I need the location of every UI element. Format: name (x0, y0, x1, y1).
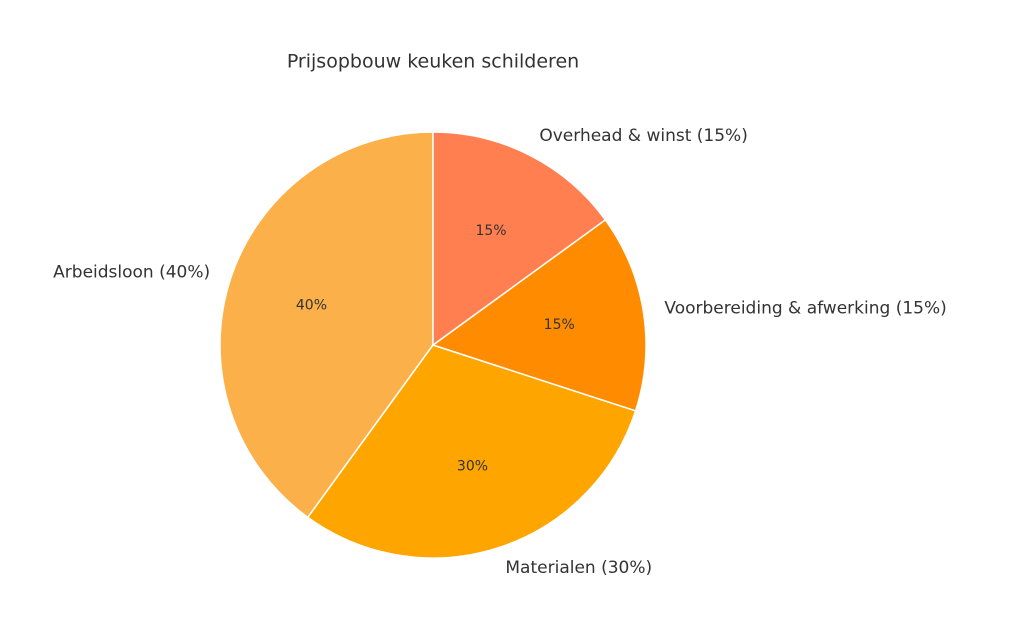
pie-slice (306, 344, 637, 559)
value-label: 40% (296, 298, 327, 314)
slice-label: Arbeidsloon (40%) (53, 263, 210, 283)
slice-label: Overhead & winst (15%) (539, 126, 747, 146)
value-label: 15% (475, 223, 506, 239)
chart-title: Prijsopbouw keuken schilderen (287, 51, 579, 73)
value-label: 15% (544, 317, 575, 333)
pie-slice (432, 131, 607, 347)
value-label: 30% (457, 459, 488, 475)
pie-slice (219, 131, 434, 519)
pie-slice (431, 218, 647, 412)
slice-label: Materialen (30%) (505, 558, 652, 578)
slice-label: Voorbereiding & afwerking (15%) (664, 298, 946, 318)
